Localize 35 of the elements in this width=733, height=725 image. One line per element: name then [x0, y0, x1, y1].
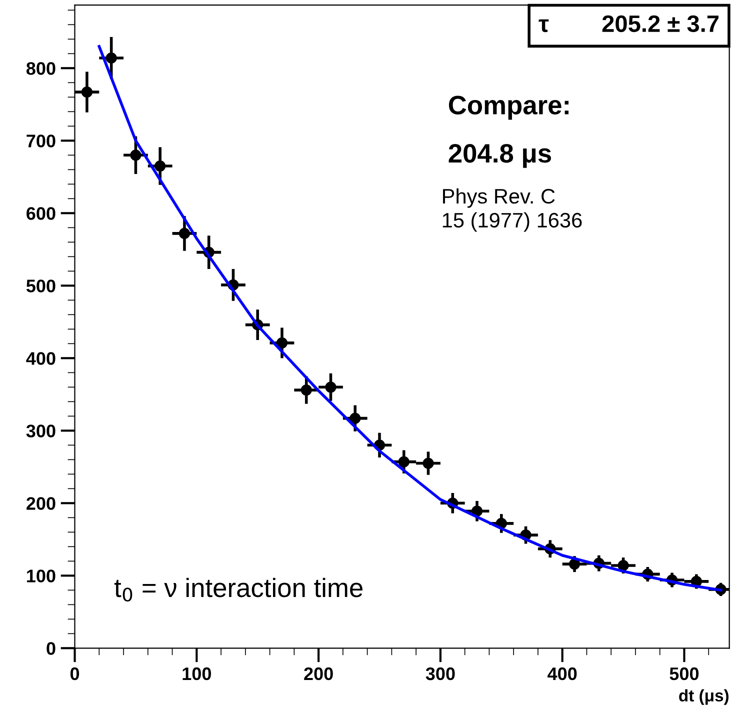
annotation: 204.8 μs — [448, 144, 551, 168]
point — [325, 382, 336, 393]
y-tick-label: 100 — [27, 570, 56, 582]
annotation: τ 205.2 ± 3.7 — [538, 15, 718, 32]
y-tick-label: 800 — [26, 62, 56, 75]
x-tick-label: 500 — [670, 667, 699, 680]
point — [471, 506, 483, 517]
point — [130, 150, 142, 161]
annotation: t$_{0}$ = ν interaction time — [114, 578, 362, 602]
point — [81, 86, 93, 98]
point — [300, 384, 312, 396]
y-tick-label: 700 — [26, 134, 56, 148]
point — [422, 458, 434, 469]
point — [178, 228, 190, 240]
y-tick-label: 600 — [26, 207, 56, 220]
point — [568, 558, 580, 570]
y-tick-label: 200 — [26, 497, 56, 510]
point — [618, 560, 629, 572]
annotation: Compare: — [448, 96, 569, 120]
x-axis-title: dt (μs) — [679, 689, 729, 705]
point — [154, 160, 166, 172]
x-tick-label: 300 — [426, 667, 455, 680]
x-tick-label: 200 — [304, 667, 333, 680]
point — [398, 456, 410, 468]
x-tick-label: 100 — [182, 667, 211, 680]
y-tick-label: 0 — [46, 642, 56, 655]
point — [106, 52, 117, 64]
point — [276, 337, 288, 348]
x-tick-label: 0 — [70, 667, 80, 680]
point — [350, 412, 361, 424]
y-tick-label: 300 — [26, 424, 56, 438]
y-tick-label: 500 — [26, 280, 56, 292]
x-tick-label: 400 — [548, 667, 577, 680]
annotation: Phys Rev. C 15 (1977) 1636 — [442, 188, 582, 232]
y-tick-label: 400 — [26, 352, 56, 365]
